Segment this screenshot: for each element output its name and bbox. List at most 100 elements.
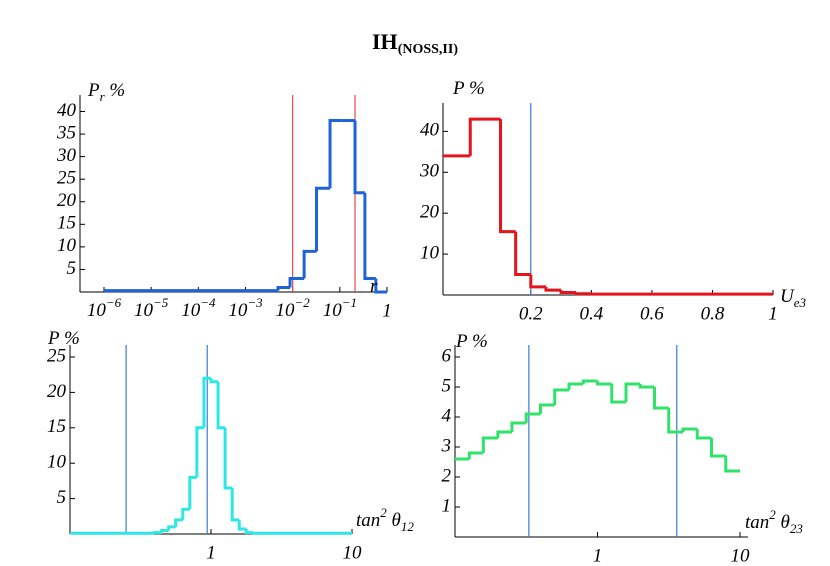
y-tick-label: 20: [57, 190, 77, 211]
histogram-bin: [167, 525, 176, 531]
x-tick-label: 0.4: [579, 303, 603, 324]
x-tick-label: 0.6: [640, 303, 664, 324]
histogram-bin: [510, 421, 527, 432]
text-part: 10: [228, 300, 248, 321]
histogram-bin: [581, 379, 598, 384]
y-tick-label: 10: [47, 452, 67, 473]
text-part: −5: [153, 295, 169, 310]
text-part: 12: [401, 519, 415, 534]
y-tick-label: 30: [419, 161, 440, 182]
y-tick-label: 25: [57, 168, 76, 189]
histogram-bin: [653, 387, 669, 410]
histogram-bin: [544, 286, 562, 292]
y-tick-label: 10: [420, 242, 440, 263]
y-tick-label: 6: [442, 345, 452, 366]
text-part: −6: [106, 295, 122, 310]
x-tick-label: 0.2: [519, 303, 543, 324]
histogram-bin: [559, 290, 577, 295]
histogram-bin: [553, 388, 570, 405]
histogram-bin: [160, 528, 169, 533]
x-tick-label: 1: [768, 303, 778, 324]
title-main: IH: [372, 29, 398, 54]
text-part: P: [455, 331, 468, 352]
histogram-bin: [353, 120, 365, 195]
histogram-bin: [195, 426, 204, 478]
x-tick-label: 10: [731, 545, 751, 566]
histogram-bin: [202, 376, 211, 428]
histogram-bin: [514, 231, 531, 277]
y-tick-label: 15: [57, 213, 76, 234]
text-part: 10: [87, 300, 107, 321]
text-part: U: [780, 286, 795, 307]
y-tick-label: 35: [56, 122, 76, 143]
x-tick-label: 0.8: [701, 303, 725, 324]
x-tick-label: 10−4: [181, 295, 216, 321]
text-part: 2: [769, 507, 776, 522]
y-tick-label: 20: [420, 202, 440, 223]
y-axis-label: P %: [455, 331, 488, 352]
histogram-bin: [174, 518, 183, 527]
histogram-bin: [237, 519, 247, 531]
histogram-bin: [624, 382, 641, 402]
y-tick-label: 3: [441, 435, 452, 456]
histogram-bin: [567, 382, 584, 390]
x-tick-label: 10−5: [134, 295, 169, 321]
histogram-bin: [499, 119, 516, 234]
x-tick-label: 1: [206, 542, 216, 563]
histogram-bin: [216, 381, 226, 430]
x-tick-label: 10−6: [87, 295, 122, 321]
text-part: r: [100, 89, 106, 104]
histogram-bin: [681, 427, 698, 432]
histogram-bin: [314, 186, 331, 252]
histogram-bin: [374, 278, 387, 294]
histogram-bin: [596, 381, 612, 386]
text-part: r: [370, 276, 378, 297]
x-tick-label: 1: [593, 545, 603, 566]
y-tick-label: 2: [442, 465, 452, 486]
x-axis-label: tan2 θ23: [745, 507, 803, 536]
histogram-bin: [244, 529, 254, 535]
histogram-bin: [481, 436, 498, 453]
y-tick-label: 10: [57, 235, 77, 256]
text-part: P: [47, 328, 60, 349]
y-tick-label: 5: [67, 258, 77, 279]
text-part: P: [452, 78, 465, 99]
x-tick-label: 10: [343, 542, 363, 563]
histogram-bin: [529, 274, 546, 289]
y-tick-label: 4: [442, 405, 452, 426]
histogram-bin: [230, 487, 240, 522]
histogram-bin: [574, 292, 592, 296]
histogram-bin: [288, 276, 305, 288]
text-part: e3: [794, 295, 807, 310]
y-tick-label: 40: [57, 100, 77, 121]
text-part: %: [467, 331, 488, 352]
x-axis-label: tan2 θ12: [356, 505, 414, 534]
histogram-bin: [638, 384, 655, 389]
histogram-bin: [538, 403, 555, 414]
text-part: %: [59, 328, 80, 349]
histogram-bin: [328, 119, 342, 189]
y-tick-label: 30: [56, 145, 77, 166]
histogram-bin: [468, 117, 501, 156]
text-part: 2: [380, 505, 387, 520]
histogram-bin: [251, 531, 352, 535]
text-part: −4: [200, 295, 216, 310]
x-axis-label: Ue3: [780, 286, 807, 310]
histogram-bin: [302, 249, 317, 279]
histogram-bin: [276, 285, 291, 291]
histogram-bin: [188, 475, 197, 510]
text-part: 10: [134, 300, 154, 321]
histogram-bin: [209, 378, 219, 384]
histogram-bin: [363, 192, 376, 280]
histogram-bin: [181, 507, 190, 520]
title-subscript: (NOSS,II): [398, 42, 459, 57]
histogram-bin: [610, 384, 627, 404]
y-axis-label: P %: [452, 78, 485, 99]
y-axis-label: Pr %: [87, 80, 125, 104]
text-part: −2: [295, 295, 311, 310]
histogram-bin: [667, 408, 683, 434]
histogram-bin: [223, 427, 233, 490]
figure-title: IH(NOSS,II): [372, 29, 458, 57]
text-part: θ: [387, 510, 401, 531]
